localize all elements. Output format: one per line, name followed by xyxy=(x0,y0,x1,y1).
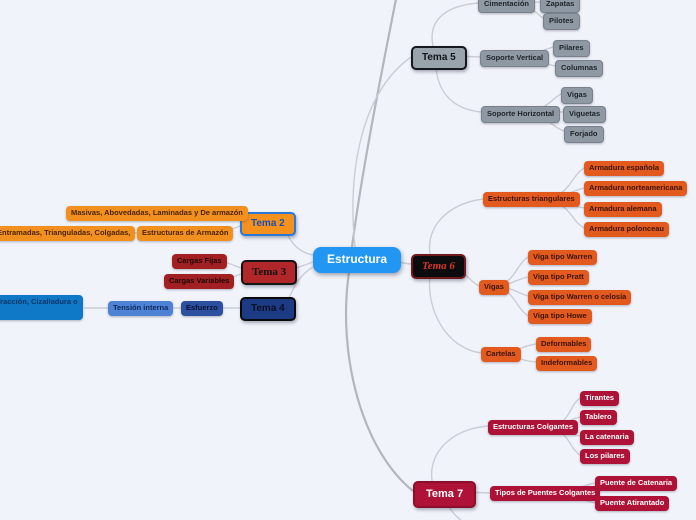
node-tirantes[interactable]: Tirantes xyxy=(580,391,620,406)
node-estructura-center[interactable]: Estructura xyxy=(313,247,402,273)
node-armadura-polonceau[interactable]: Armadura polonceau xyxy=(584,222,670,237)
edge-tri-polonceau xyxy=(556,202,585,229)
edge-center-offscreen-top xyxy=(350,0,397,248)
node-deformables[interactable]: Deformables xyxy=(536,337,592,352)
node-tema-2[interactable]: Tema 2 xyxy=(240,212,296,236)
node-tema-3[interactable]: Tema 3 xyxy=(241,260,298,285)
node-cartelas[interactable]: Cartelas xyxy=(481,347,521,362)
node-cargas-fijas[interactable]: Cargas Fijas xyxy=(172,254,227,269)
node-entramadas[interactable]: Entramadas, Trianguladas, Colgadas, xyxy=(0,226,136,241)
node-la-catenaria[interactable]: La catenaria xyxy=(580,430,634,445)
node-viga-howe[interactable]: Viga tipo Howe xyxy=(528,309,592,324)
edge-center-tema5 xyxy=(352,56,412,248)
node-estructuras-triangulares[interactable]: Estructuras triangulares xyxy=(483,192,580,207)
edge-vigas-warren xyxy=(503,256,529,284)
node-viga-warren-celosia[interactable]: Viga tipo Warren o celosía xyxy=(528,290,632,305)
node-cimentacion[interactable]: Cimentación xyxy=(478,0,536,13)
node-viga-pratt[interactable]: Viga tipo Pratt xyxy=(528,270,589,285)
node-armadura-alemana[interactable]: Armadura alemana xyxy=(584,202,662,217)
node-los-pilares[interactable]: Los pilares xyxy=(580,449,630,464)
node-tema-4[interactable]: Tema 4 xyxy=(240,297,296,321)
node-puente-atirantado[interactable]: Puente Atirantado xyxy=(595,496,670,511)
node-tema-6[interactable]: Tema 6 xyxy=(411,254,466,279)
node-soporte-vertical[interactable]: Soporte Vertical xyxy=(480,50,550,67)
node-armadura-espanola[interactable]: Armadura española xyxy=(584,161,665,176)
node-puente-catenaria[interactable]: Puente de Catenaria xyxy=(595,476,678,491)
edge-center-tema7 xyxy=(344,271,414,492)
node-tipos-puentes-colgantes[interactable]: Tipos de Puentes Colgantes xyxy=(490,486,601,501)
node-viga-warren[interactable]: Viga tipo Warren xyxy=(528,250,598,265)
node-tablero[interactable]: Tablero xyxy=(580,410,617,425)
edge-tema6-triangulares xyxy=(428,198,484,255)
node-masivas[interactable]: Masivas, Abovedadas, Laminadas y De arma… xyxy=(66,206,248,221)
edge-tema7-colgantes xyxy=(430,425,489,482)
node-indeformables[interactable]: Indeformables xyxy=(536,356,598,371)
node-tema-5[interactable]: Tema 5 xyxy=(411,46,467,70)
node-vigas-orange[interactable]: Vigas xyxy=(479,280,509,295)
node-zapatas[interactable]: Zapatas xyxy=(540,0,581,13)
node-estructuras-colgantes[interactable]: Estructuras Colgantes xyxy=(488,420,579,435)
edge-tema6-cartelas xyxy=(428,274,482,354)
node-soporte-horizontal[interactable]: Soporte Horizontal xyxy=(481,106,561,123)
node-esfuerzo[interactable]: Esfuerzo xyxy=(181,301,223,316)
node-columnas[interactable]: Columnas xyxy=(555,60,604,77)
node-traccion-cizalladura[interactable]: Tracción, Cizalladura o xyxy=(0,295,83,320)
edge-tema5-soporte-horizontal xyxy=(435,66,482,113)
edge-tri-espanola xyxy=(556,167,585,196)
edge-tema5-cimentacion xyxy=(431,2,479,47)
node-vigas-gray[interactable]: Vigas xyxy=(561,87,593,104)
node-armadura-norteamericana[interactable]: Armadura norteamericana xyxy=(584,181,688,196)
node-tension-interna[interactable]: Tensión interna xyxy=(108,301,174,316)
node-pilotes[interactable]: Pilotes xyxy=(543,13,580,30)
node-cargas-variables[interactable]: Cargas Variables xyxy=(164,274,235,289)
node-forjado[interactable]: Forjado xyxy=(564,126,604,143)
node-viguetas[interactable]: Viguetas xyxy=(563,106,607,123)
node-pilares[interactable]: Pilares xyxy=(553,40,590,57)
node-estructuras-armazon[interactable]: Estructuras de Armazón xyxy=(137,226,234,241)
node-tema-7[interactable]: Tema 7 xyxy=(413,481,477,508)
